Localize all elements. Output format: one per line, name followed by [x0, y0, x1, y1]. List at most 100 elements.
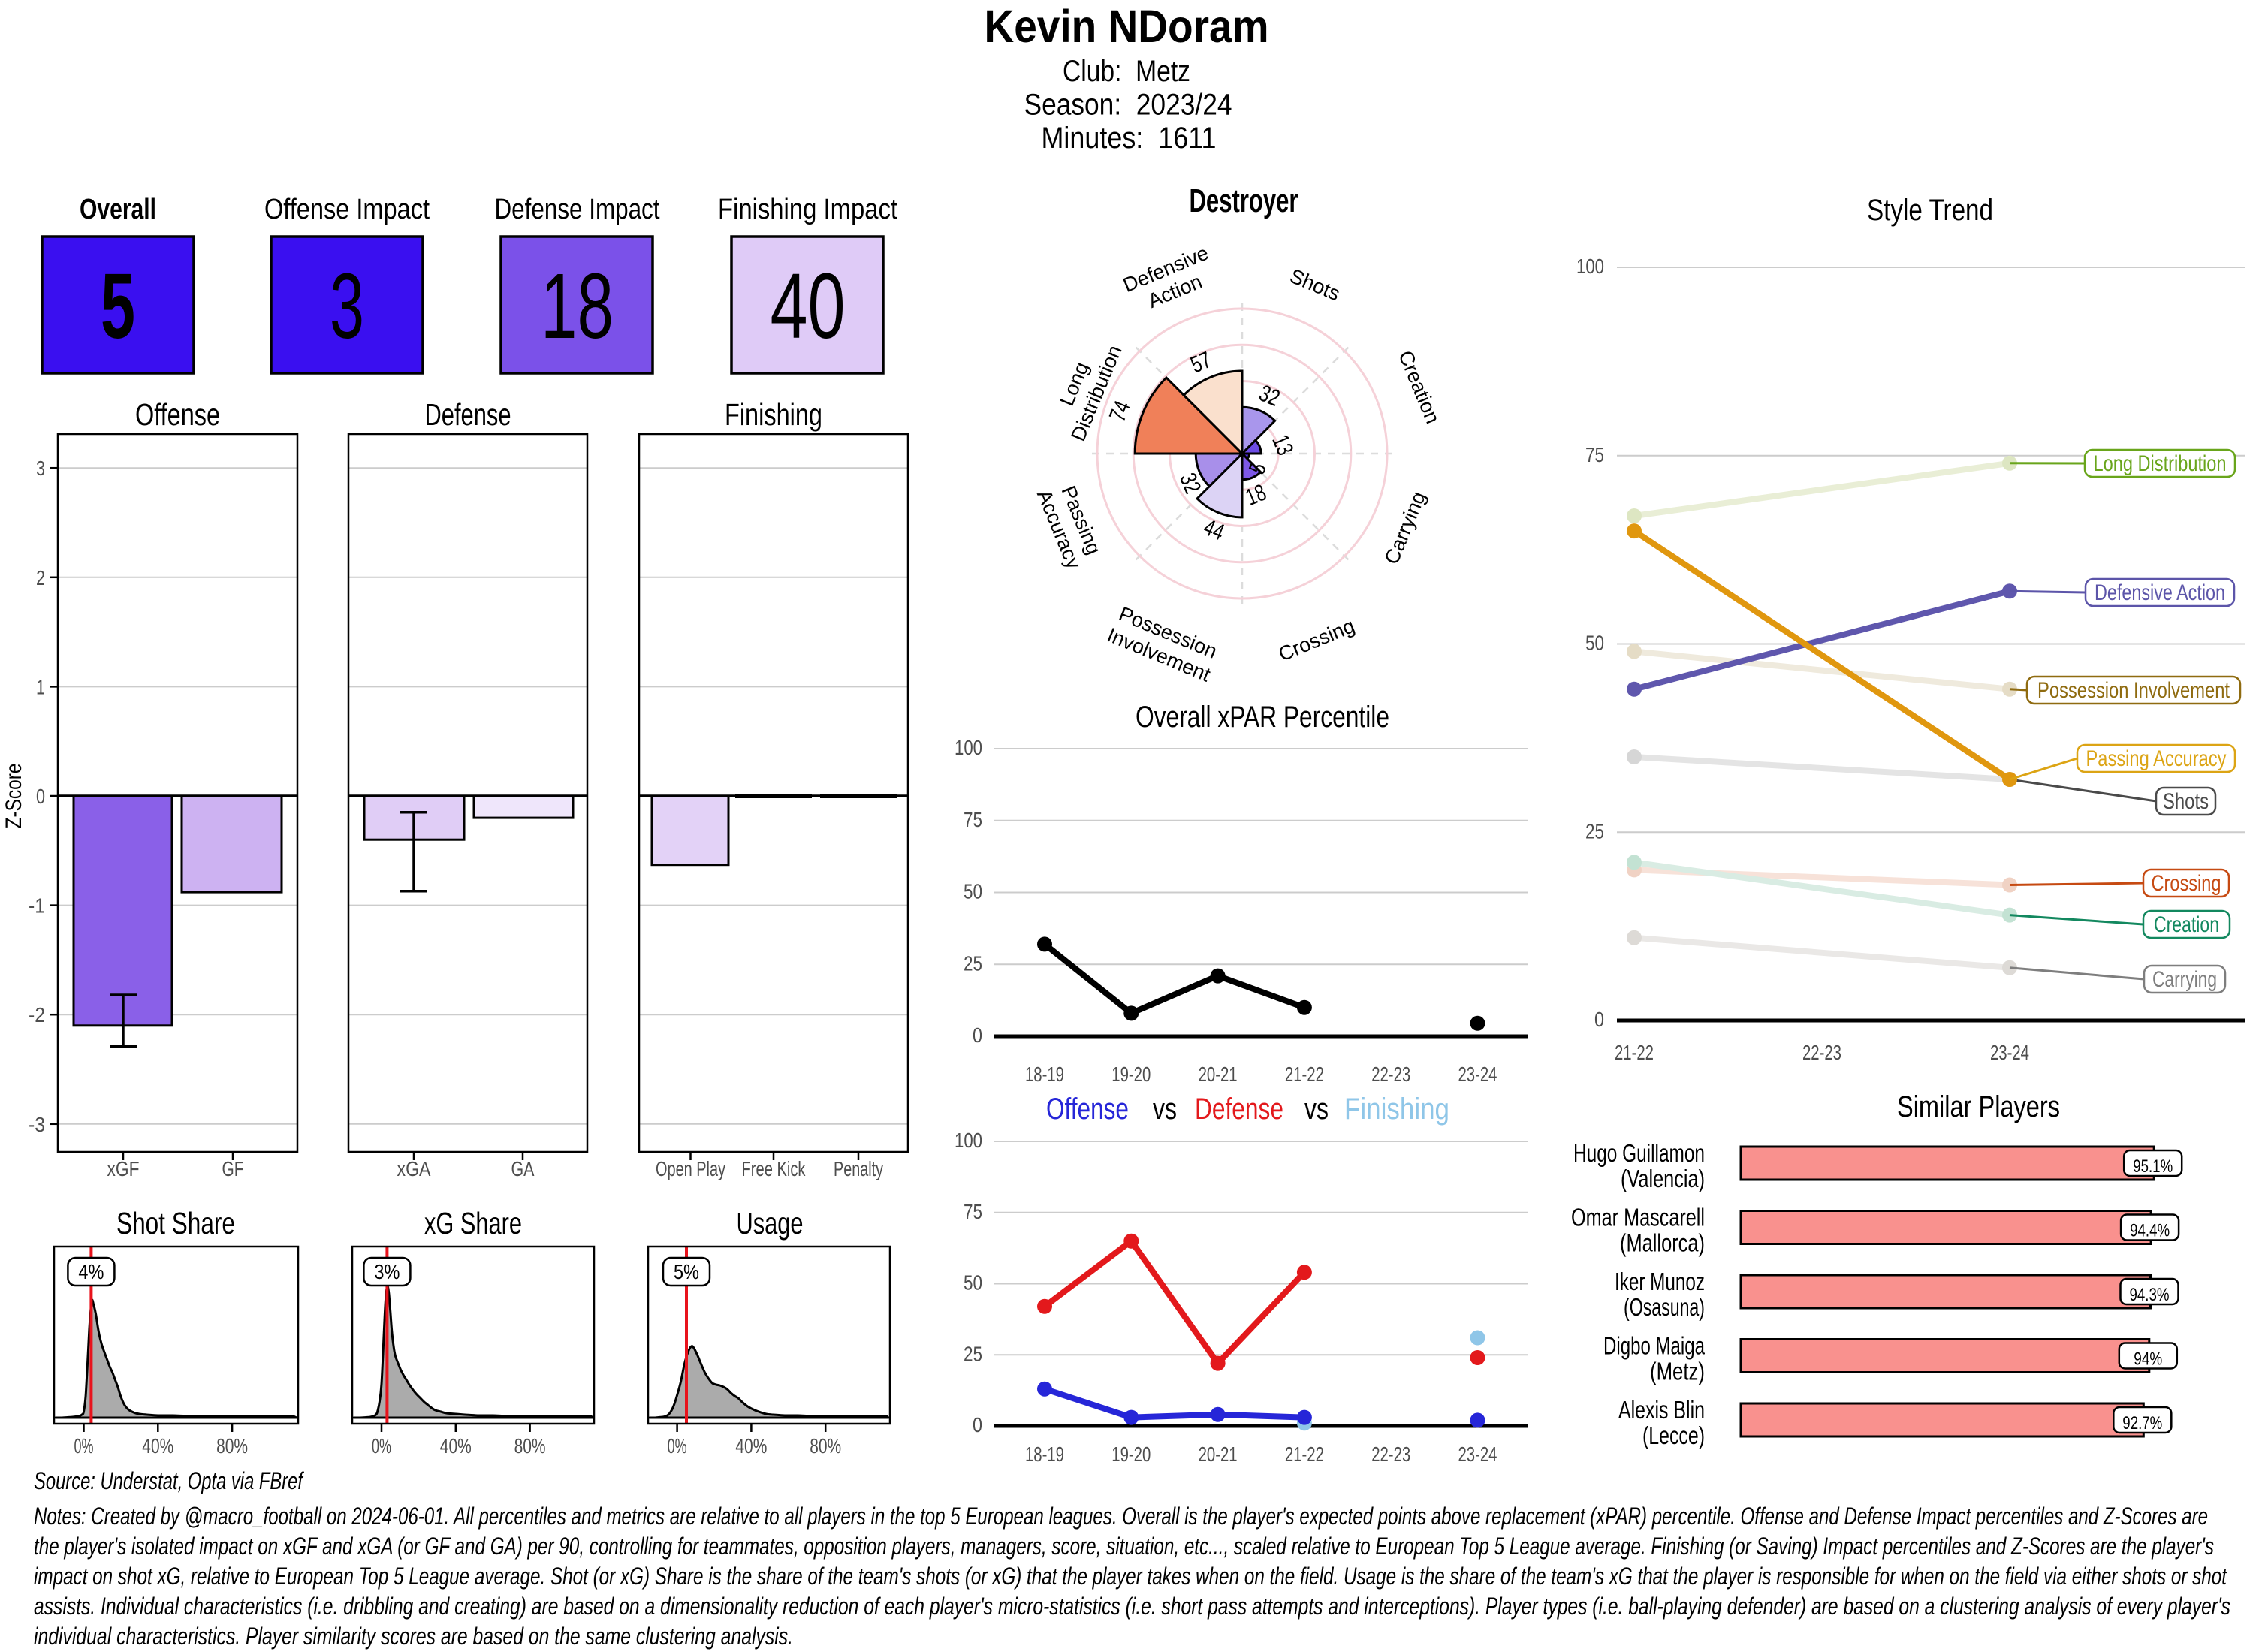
svg-text:75: 75 [964, 1200, 982, 1223]
svg-text:50: 50 [1585, 632, 1604, 655]
svg-text:Overall: Overall [80, 194, 156, 225]
svg-text:Season: 2023/24: Season: 2023/24 [1024, 89, 1232, 122]
svg-text:25: 25 [964, 1342, 982, 1365]
svg-text:94.3%: 94.3% [2130, 1285, 2170, 1305]
svg-text:Destroyer: Destroyer [1190, 182, 1298, 219]
svg-text:40%: 40% [735, 1434, 767, 1458]
svg-text:40%: 40% [142, 1434, 173, 1458]
svg-text:Defensive Action: Defensive Action [2095, 580, 2225, 605]
svg-text:GF: GF [222, 1157, 244, 1180]
svg-text:4%: 4% [78, 1260, 104, 1283]
svg-text:0: 0 [973, 1413, 982, 1436]
svg-text:100: 100 [1576, 255, 1604, 278]
svg-text:Similar Players: Similar Players [1897, 1090, 2060, 1123]
svg-text:18: 18 [541, 255, 614, 358]
svg-text:100: 100 [955, 1129, 982, 1152]
svg-text:19-20: 19-20 [1111, 1063, 1151, 1086]
svg-text:Shot Share: Shot Share [116, 1206, 235, 1241]
svg-text:21-22: 21-22 [1615, 1041, 1654, 1064]
svg-text:18-19: 18-19 [1025, 1442, 1064, 1466]
svg-text:vs: vs [1153, 1093, 1177, 1126]
svg-text:Kevin NDoram: Kevin NDoram [985, 1, 1269, 52]
svg-text:3: 3 [36, 457, 45, 480]
svg-text:0%: 0% [668, 1434, 687, 1458]
svg-text:95.1%: 95.1% [2133, 1156, 2173, 1177]
svg-text:Free Kick: Free Kick [742, 1157, 807, 1180]
svg-text:Hugo Guillamon: Hugo Guillamon [1573, 1139, 1705, 1167]
svg-text:1: 1 [36, 675, 45, 698]
svg-text:Carrying: Carrying [2152, 967, 2217, 992]
svg-text:Notes: Created by @macro_footb: Notes: Created by @macro_football on 202… [34, 1503, 2208, 1530]
svg-text:(Valencia): (Valencia) [1621, 1165, 1705, 1192]
svg-text:Open Play: Open Play [656, 1157, 725, 1180]
svg-text:Long Distribution: Long Distribution [2094, 451, 2227, 476]
svg-text:23-24: 23-24 [1990, 1041, 2029, 1064]
svg-text:Defense: Defense [1195, 1093, 1283, 1126]
svg-text:Passing Accuracy: Passing Accuracy [2086, 746, 2227, 771]
svg-text:22-23: 22-23 [1371, 1442, 1410, 1466]
svg-text:the player's isolated impact o: the player's isolated impact on xGF and … [34, 1533, 2214, 1560]
svg-text:23-24: 23-24 [1458, 1063, 1497, 1086]
svg-text:Offense: Offense [135, 397, 220, 432]
svg-text:22-23: 22-23 [1371, 1063, 1410, 1086]
svg-text:xGF: xGF [107, 1157, 140, 1180]
svg-text:GA: GA [511, 1157, 535, 1180]
svg-text:21-22: 21-22 [1285, 1442, 1324, 1466]
svg-text:Alexis Blin: Alexis Blin [1618, 1396, 1705, 1424]
svg-text:Usage: Usage [737, 1206, 804, 1241]
svg-text:Defense: Defense [425, 397, 511, 432]
svg-text:50: 50 [964, 1271, 982, 1295]
svg-text:xG Share: xG Share [424, 1206, 522, 1241]
svg-text:Minutes: 1611: Minutes: 1611 [1042, 122, 1217, 155]
svg-text:40: 40 [771, 255, 846, 358]
svg-text:3: 3 [330, 255, 364, 358]
svg-text:80%: 80% [514, 1434, 546, 1458]
svg-text:20-21: 20-21 [1199, 1063, 1238, 1086]
svg-text:-1: -1 [29, 894, 45, 918]
svg-text:individual characteristics. Pl: individual characteristics. Player simil… [34, 1623, 793, 1650]
svg-text:(Mallorca): (Mallorca) [1620, 1229, 1705, 1257]
svg-text:75: 75 [964, 808, 982, 831]
svg-text:0: 0 [36, 785, 45, 808]
svg-text:Offense Impact: Offense Impact [264, 194, 430, 225]
svg-text:3%: 3% [374, 1260, 400, 1283]
svg-text:(Metz): (Metz) [1650, 1358, 1705, 1385]
svg-text:Crossing: Crossing [2152, 871, 2221, 896]
svg-text:assists. Individual characteri: assists. Individual characteristics (i.e… [34, 1593, 2230, 1620]
svg-text:Overall xPAR Percentile: Overall xPAR Percentile [1136, 701, 1389, 734]
svg-text:75: 75 [1585, 443, 1604, 466]
svg-text:0%: 0% [372, 1434, 391, 1458]
svg-text:impact on shot xG, relative to: impact on shot xG, relative to European … [34, 1563, 2227, 1590]
svg-text:Penalty: Penalty [834, 1157, 883, 1180]
svg-text:23-24: 23-24 [1458, 1442, 1497, 1466]
svg-text:0%: 0% [74, 1434, 94, 1458]
svg-text:-3: -3 [29, 1113, 45, 1136]
svg-text:94.4%: 94.4% [2130, 1221, 2170, 1241]
svg-text:(Osasuna): (Osasuna) [1624, 1293, 1705, 1321]
svg-text:Club: Metz: Club: Metz [1063, 55, 1190, 88]
svg-text:Finishing Impact: Finishing Impact [718, 194, 897, 225]
svg-text:40%: 40% [440, 1434, 472, 1458]
svg-text:0: 0 [1594, 1008, 1604, 1031]
svg-text:2: 2 [36, 566, 45, 589]
svg-text:vs: vs [1304, 1093, 1329, 1126]
svg-text:5%: 5% [674, 1260, 699, 1283]
svg-text:Omar Mascarell: Omar Mascarell [1571, 1204, 1705, 1231]
svg-text:Digbo Maiga: Digbo Maiga [1603, 1332, 1705, 1360]
svg-text:25: 25 [1585, 819, 1604, 843]
svg-text:80%: 80% [810, 1434, 841, 1458]
svg-text:Finishing: Finishing [725, 397, 822, 432]
svg-text:80%: 80% [216, 1434, 248, 1458]
svg-text:50: 50 [964, 880, 982, 903]
svg-text:20-21: 20-21 [1199, 1442, 1238, 1466]
svg-text:Source: Understat, Opta via FB: Source: Understat, Opta via FBref [34, 1467, 304, 1494]
svg-text:xGA: xGA [397, 1157, 431, 1180]
svg-text:Iker Munoz: Iker Munoz [1615, 1268, 1705, 1295]
svg-text:Offense: Offense [1046, 1093, 1129, 1126]
svg-text:Creation: Creation [2154, 912, 2219, 937]
svg-text:18-19: 18-19 [1025, 1063, 1064, 1086]
svg-text:92.7%: 92.7% [2122, 1413, 2162, 1433]
svg-text:Finishing: Finishing [1344, 1093, 1449, 1126]
svg-text:21-22: 21-22 [1285, 1063, 1324, 1086]
svg-text:Defense Impact: Defense Impact [495, 194, 660, 225]
